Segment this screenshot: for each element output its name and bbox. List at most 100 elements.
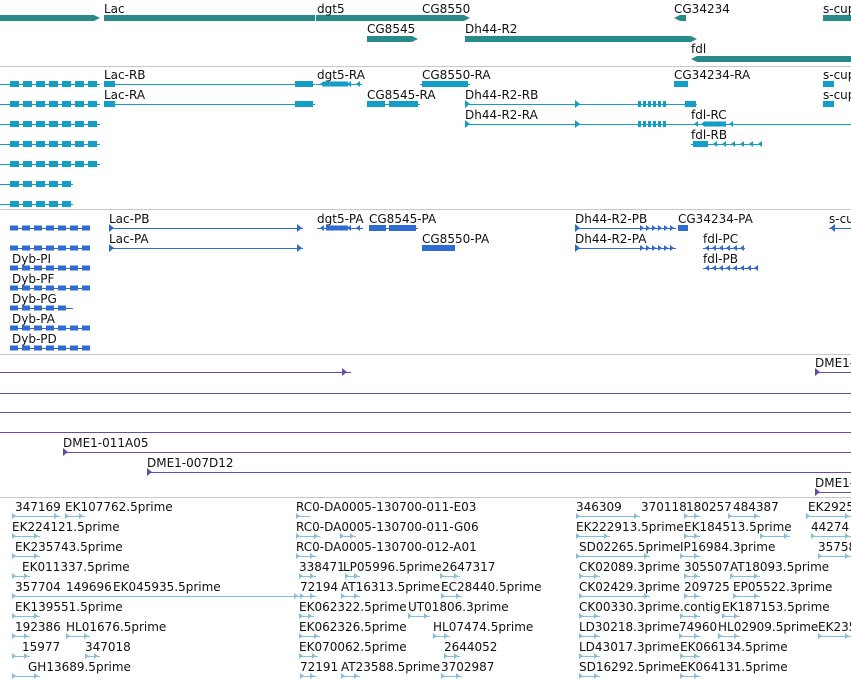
transcript-label[interactable]: s-cup: [823, 88, 851, 102]
est-arrow[interactable]: [444, 653, 448, 659]
exon-block[interactable]: [823, 101, 834, 107]
est-arrow[interactable]: [340, 533, 344, 539]
cds-block[interactable]: [70, 225, 78, 231]
cds-arrow[interactable]: [754, 265, 758, 271]
est-label[interactable]: LD30218.3prime: [579, 620, 680, 634]
cds-arrow[interactable]: [670, 225, 674, 231]
clone-label[interactable]: DME1-: [815, 476, 851, 490]
est-arrow[interactable]: [604, 533, 608, 539]
transcript-label[interactable]: Dh44-R2-RA: [465, 108, 538, 122]
exon-arrow[interactable]: [356, 81, 360, 87]
cds-arrow[interactable]: [652, 245, 656, 251]
est-arrow[interactable]: [456, 593, 460, 599]
exon-block[interactable]: [75, 101, 84, 107]
cds-block[interactable]: [58, 245, 66, 251]
cds-block[interactable]: [70, 285, 78, 291]
est-label[interactable]: 3702987: [441, 660, 495, 674]
gene-label-fdl[interactable]: fdl: [691, 42, 707, 56]
exon-block[interactable]: [62, 161, 71, 167]
cds-block[interactable]: [10, 225, 18, 231]
cds-block[interactable]: [82, 325, 90, 331]
est-arrow[interactable]: [576, 533, 580, 539]
cds-arrow[interactable]: [747, 265, 751, 271]
exon-block[interactable]: [10, 121, 19, 127]
exon-arrow[interactable]: [347, 81, 351, 87]
exon-block[interactable]: [49, 81, 58, 87]
est-arrow[interactable]: [579, 573, 583, 579]
clone-arrow[interactable]: [342, 368, 347, 376]
est-label[interactable]: EK062322.5prime: [299, 600, 407, 614]
est-arrow[interactable]: [754, 593, 758, 599]
est-arrow[interactable]: [341, 593, 345, 599]
transcript-label[interactable]: s-cup: [823, 68, 851, 82]
est-label[interactable]: EK235: [818, 620, 851, 634]
est-arrow[interactable]: [684, 573, 688, 579]
exon-block[interactable]: [648, 121, 651, 127]
est-label[interactable]: 192386: [15, 620, 61, 634]
cds-block[interactable]: [46, 305, 54, 311]
exon-block[interactable]: [422, 81, 468, 87]
exon-block[interactable]: [10, 81, 19, 87]
est-arrow[interactable]: [694, 573, 698, 579]
est-label[interactable]: HL07474.5prime: [433, 620, 534, 634]
est-arrow[interactable]: [594, 573, 598, 579]
exon-block[interactable]: [75, 81, 84, 87]
exon-arrow[interactable]: [758, 141, 762, 147]
est-arrow[interactable]: [845, 633, 849, 639]
est-label[interactable]: EK2925: [808, 500, 851, 514]
est-label[interactable]: 357704: [15, 580, 61, 594]
exon-arrow[interactable]: [729, 121, 733, 127]
cds-arrow[interactable]: [670, 245, 674, 251]
est-arrow[interactable]: [454, 653, 458, 659]
exon-block[interactable]: [23, 181, 32, 187]
est-label[interactable]: LD43017.3prime: [579, 640, 680, 654]
est-arrow[interactable]: [818, 633, 822, 639]
exon-block[interactable]: [36, 121, 45, 127]
est-label[interactable]: AT16313.5prime: [341, 580, 441, 594]
est-arrow[interactable]: [345, 573, 349, 579]
cds-block[interactable]: [22, 265, 30, 271]
cds-block[interactable]: [10, 345, 18, 351]
exon-block[interactable]: [10, 181, 19, 187]
exon-block[interactable]: [823, 81, 834, 87]
exon-block[interactable]: [75, 141, 84, 147]
cds-arrow[interactable]: [705, 265, 709, 271]
exon-arrow[interactable]: [740, 141, 744, 147]
est-arrow[interactable]: [594, 633, 598, 639]
gene-bar[interactable]: [691, 56, 851, 62]
transcript-label[interactable]: dgt5-RA: [317, 68, 365, 82]
cds-block[interactable]: [34, 265, 42, 271]
exon-block[interactable]: [88, 101, 97, 107]
exon-block[interactable]: [10, 141, 19, 147]
est-label[interactable]: 2647317: [442, 560, 496, 574]
est-arrow[interactable]: [845, 553, 849, 559]
est-arrow[interactable]: [594, 673, 598, 679]
protein-label[interactable]: Dyb-PG: [12, 292, 57, 306]
exon-block[interactable]: [295, 101, 313, 107]
cds-block[interactable]: [22, 345, 30, 351]
est-arrow[interactable]: [341, 673, 345, 679]
est-arrow[interactable]: [34, 533, 38, 539]
gene-label-cg8550[interactable]: CG8550: [422, 2, 471, 16]
exon-block[interactable]: [23, 81, 32, 87]
cds-block[interactable]: [82, 245, 90, 251]
cds-arrow[interactable]: [740, 265, 744, 271]
est-label[interactable]: GH13689.5prime: [28, 660, 131, 674]
cds-block[interactable]: [22, 245, 30, 251]
est-arrow[interactable]: [644, 593, 648, 599]
est-label[interactable]: UT01806.3prime: [408, 600, 509, 614]
exon-block[interactable]: [389, 101, 418, 107]
exon-block[interactable]: [104, 81, 115, 87]
est-label[interactable]: 72191: [300, 660, 339, 674]
gene-bar[interactable]: [316, 15, 420, 21]
exon-block[interactable]: [367, 101, 385, 107]
cds-arrow[interactable]: [646, 225, 650, 231]
cds-block[interactable]: [34, 245, 42, 251]
cds-block[interactable]: [82, 345, 90, 351]
exon-block[interactable]: [88, 141, 97, 147]
cds-block[interactable]: [10, 325, 18, 331]
est-arrow[interactable]: [79, 513, 83, 519]
est-label[interactable]: EK011337.5prime: [22, 560, 130, 574]
exon-block[interactable]: [693, 141, 708, 147]
exon-block[interactable]: [36, 141, 45, 147]
